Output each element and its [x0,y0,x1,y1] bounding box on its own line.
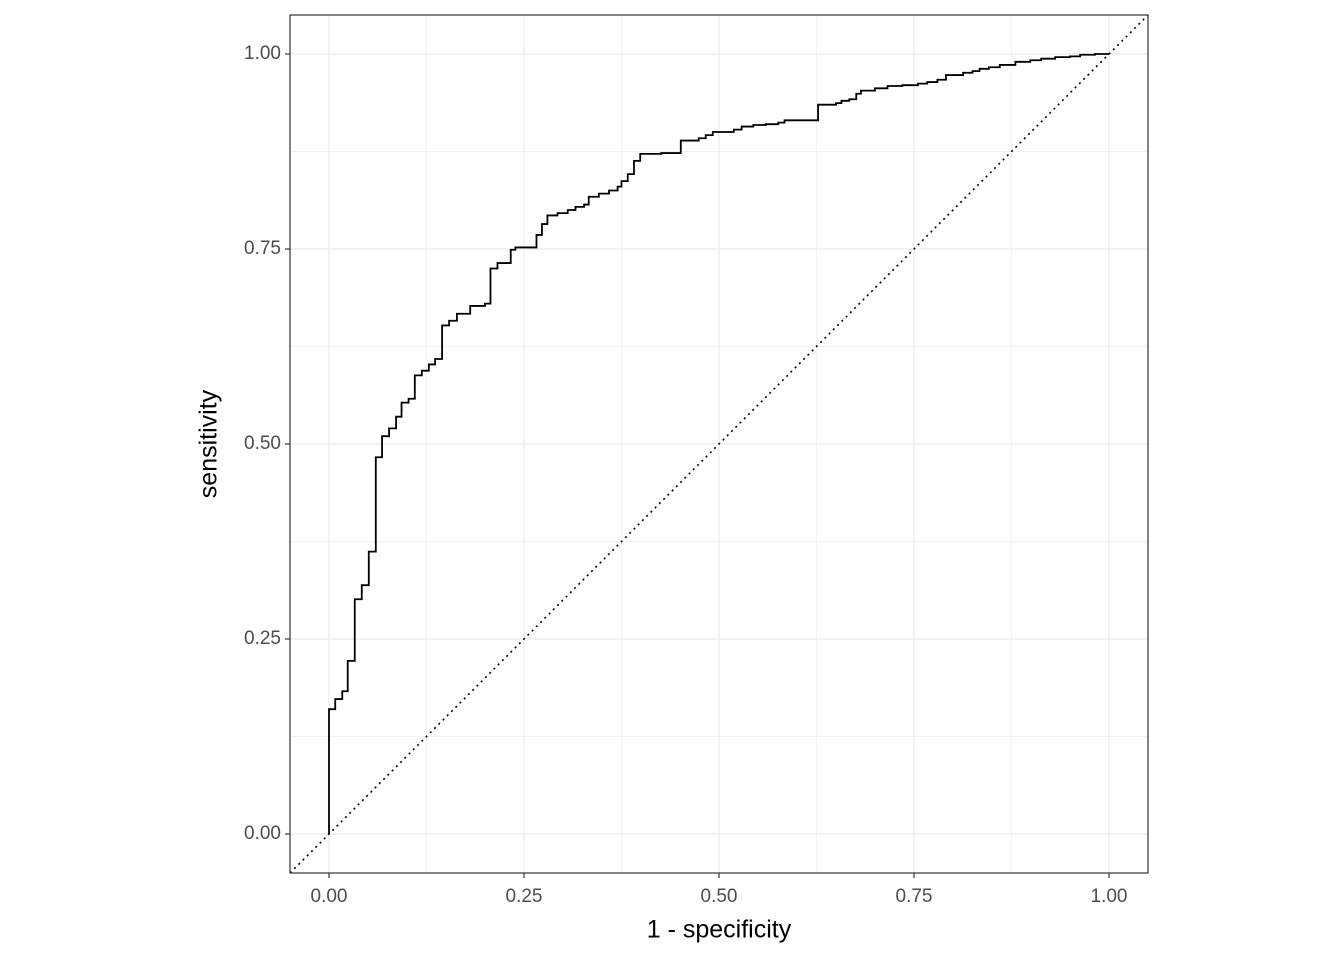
x-tick-label: 0.25 [506,886,543,907]
y-axis-title: sensitivity [195,389,223,498]
x-tick-label: 0.50 [701,886,738,907]
y-tick-label: 0.25 [244,628,281,649]
x-axis-title: 1 - specificity [647,916,792,944]
reference-diagonal [289,14,1149,874]
x-tick-label: 0.75 [896,886,933,907]
marks [289,14,1149,874]
grid [290,15,1148,873]
x-tick-label: 0.00 [311,886,348,907]
y-tick-label: 1.00 [244,43,281,64]
y-tick-label: 0.50 [244,433,281,454]
x-tick-label: 1.00 [1091,886,1128,907]
roc-curve [328,53,1109,834]
y-tick-label: 0.75 [244,238,281,259]
y-tick-label: 0.00 [244,823,281,844]
